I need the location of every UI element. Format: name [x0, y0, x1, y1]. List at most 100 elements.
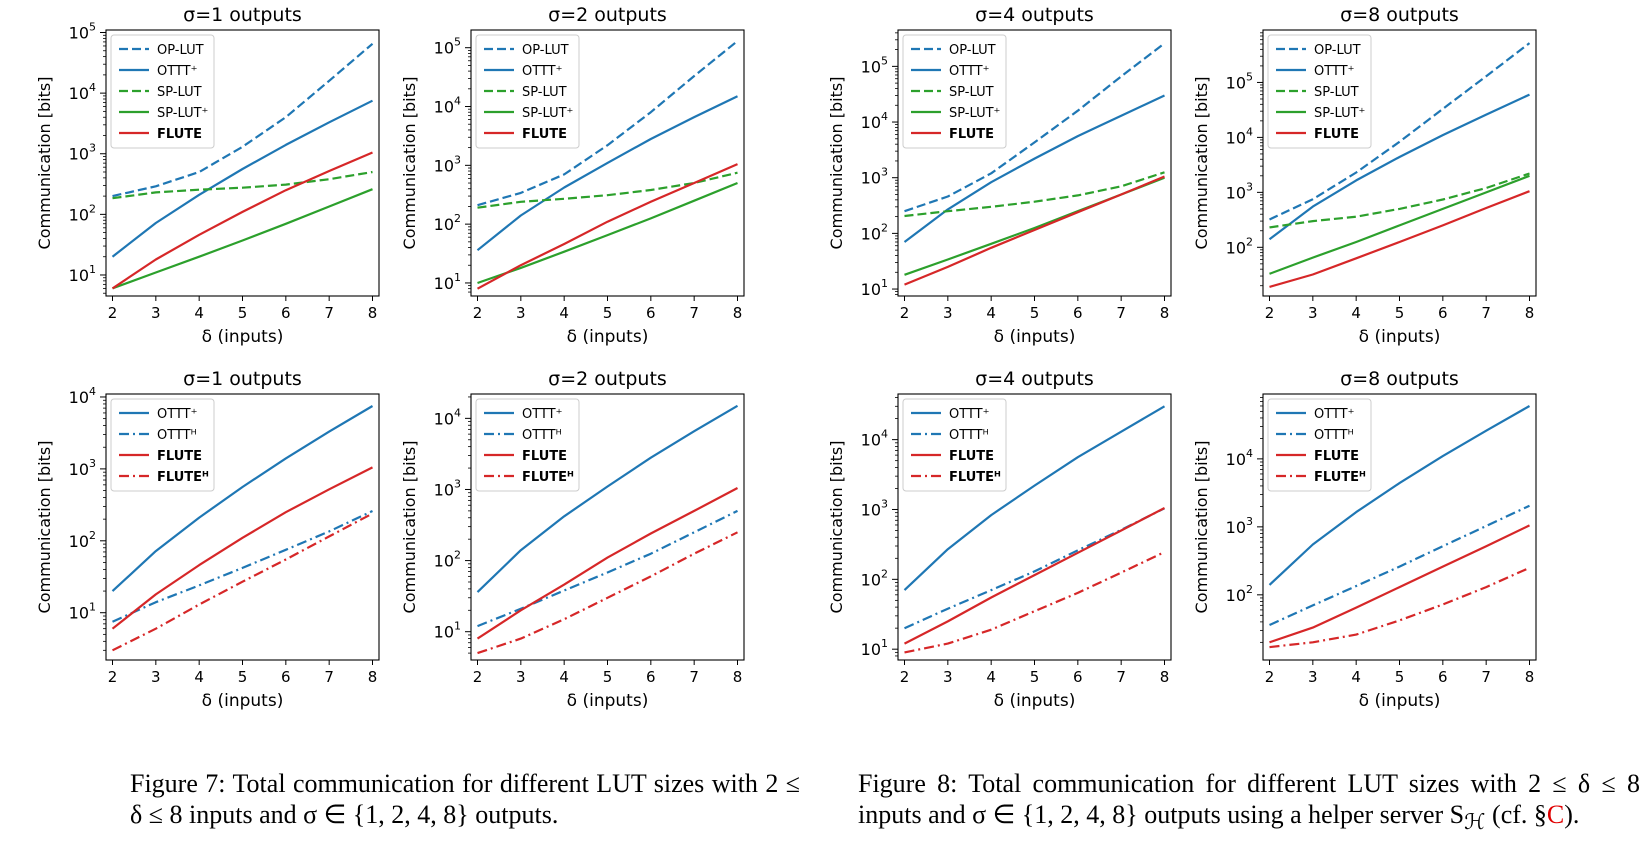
x-tick-label: 3	[516, 668, 526, 686]
x-axis-label: δ (inputs)	[202, 691, 284, 711]
x-tick-label: 8	[733, 304, 743, 322]
series-line-ottt-	[1269, 504, 1530, 627]
x-tick-label: 2	[108, 304, 118, 322]
series-line-ottt-	[904, 507, 1165, 630]
chart-title: σ=8 outputs	[1340, 368, 1459, 390]
legend-box	[902, 34, 1007, 149]
x-tick-label: 6	[1438, 304, 1448, 322]
series-line-flute-	[1269, 566, 1530, 649]
y-tick-label: 103	[69, 457, 96, 479]
x-tick-label: 7	[1116, 304, 1126, 322]
x-axis-label: δ (inputs)	[1359, 327, 1441, 347]
x-tick-label: 8	[368, 668, 378, 686]
y-tick-label: 101	[434, 271, 461, 293]
legend-entry: FLUTE	[949, 127, 994, 142]
series-line-sp-lut-	[1269, 174, 1530, 275]
x-tick-label: 5	[238, 668, 248, 686]
plot-frame	[897, 393, 1172, 661]
x-tick-label: 6	[1073, 304, 1083, 322]
series-line-flute	[904, 175, 1165, 286]
legend-entry: OTTT⁺	[522, 407, 562, 422]
x-tick-label: 7	[1116, 668, 1126, 686]
y-tick-label: 103	[1226, 180, 1253, 202]
legend-entry: FLUTE	[1314, 449, 1359, 464]
appendix-link[interactable]: C	[1546, 800, 1565, 829]
legend-entry: FLUTE	[949, 449, 994, 464]
x-tick-label: 6	[646, 304, 656, 322]
y-tick-label: 104	[434, 95, 461, 117]
legend-entry: OTTT⁺	[1314, 407, 1354, 422]
x-tick-label: 4	[1351, 668, 1361, 686]
x-tick-label: 5	[238, 304, 248, 322]
chart-panel-6: σ=8 outputs 2 3 4 5 6 7 8 δ (inputs) 102 103 104 105…	[1192, 4, 1537, 347]
x-tick-label: 4	[194, 668, 204, 686]
y-tick-label: 104	[69, 385, 96, 407]
x-tick-label: 5	[603, 304, 613, 322]
y-axis-label: Communication [bits]	[827, 77, 846, 250]
series-line-sp-lut	[904, 171, 1165, 218]
y-tick-label: 103	[861, 497, 888, 519]
y-tick-label: 102	[861, 221, 888, 243]
series-line-ottt-	[1268, 93, 1530, 241]
series-line-flute-	[904, 551, 1165, 654]
y-axis-label: Communication [bits]	[35, 441, 54, 614]
legend-box	[902, 398, 1007, 492]
y-tick-label: 105	[69, 21, 96, 43]
x-axis-label: δ (inputs)	[567, 691, 649, 711]
chart-panel-7: σ=4 outputs 2 3 4 5 6 7 8 δ (inputs) 101 102 103 104…	[827, 368, 1172, 711]
caption-label: Figure 7:	[130, 769, 226, 798]
x-tick-label: 3	[151, 668, 161, 686]
plot-frame	[105, 393, 380, 661]
legend-entry: OTTT⁺	[949, 407, 989, 422]
y-axis-label: Communication [bits]	[400, 441, 419, 614]
series-line-op-lut	[112, 42, 374, 198]
series-line-op-lut	[477, 40, 739, 207]
y-tick-label: 101	[69, 601, 96, 623]
x-tick-label: 6	[1438, 668, 1448, 686]
series-line-flute	[1269, 524, 1530, 644]
legend-entry: FLUTE	[157, 127, 202, 142]
legend-entry: OTTT⁺	[157, 407, 197, 422]
y-axis-label: Communication [bits]	[35, 77, 54, 250]
plot-frame	[105, 29, 380, 297]
y-tick-label: 102	[69, 202, 96, 224]
x-tick-label: 8	[1525, 668, 1535, 686]
legend-entry: FLUTEᴴ	[522, 470, 574, 485]
x-axis-label: δ (inputs)	[994, 691, 1076, 711]
y-tick-label: 101	[861, 637, 888, 659]
series-line-flute	[1269, 190, 1530, 288]
x-tick-label: 4	[194, 304, 204, 322]
plot-frame	[897, 29, 1172, 297]
x-tick-label: 4	[986, 668, 996, 686]
x-tick-label: 6	[281, 668, 291, 686]
legend-box	[110, 398, 215, 492]
y-tick-label: 102	[1226, 583, 1253, 605]
legend-entry: FLUTE	[1314, 127, 1359, 142]
y-tick-label: 104	[69, 81, 96, 103]
series-line-sp-lut-	[477, 181, 738, 285]
x-tick-label: 6	[1073, 668, 1083, 686]
y-tick-label: 102	[434, 549, 461, 571]
x-tick-label: 2	[900, 304, 910, 322]
legend-entry: OTTT⁺	[1314, 64, 1354, 79]
chart-panel-2: σ=2 outputs 2 3 4 5 6 7 8 δ (inputs) 101 102 103 104…	[400, 4, 745, 347]
series-line-flute	[476, 163, 738, 290]
y-tick-label: 103	[434, 477, 461, 499]
x-tick-label: 2	[108, 668, 118, 686]
y-tick-label: 101	[434, 620, 461, 642]
y-tick-label: 102	[434, 212, 461, 234]
caption-text: Total communication for different LUT si…	[130, 769, 801, 829]
legend-entry: OTTTᴴ	[1314, 428, 1354, 443]
x-tick-label: 5	[1030, 668, 1040, 686]
y-tick-label: 104	[1226, 125, 1253, 147]
legend-entry: SP-LUT	[949, 85, 994, 100]
x-tick-label: 7	[689, 304, 699, 322]
x-tick-label: 2	[473, 304, 483, 322]
series-line-sp-lut	[477, 171, 738, 209]
legend-entry: OTTTᴴ	[949, 428, 989, 443]
legend-entry: OTTTᴴ	[522, 428, 562, 443]
x-axis-label: δ (inputs)	[202, 327, 284, 347]
x-tick-label: 3	[943, 304, 953, 322]
x-tick-label: 6	[281, 304, 291, 322]
